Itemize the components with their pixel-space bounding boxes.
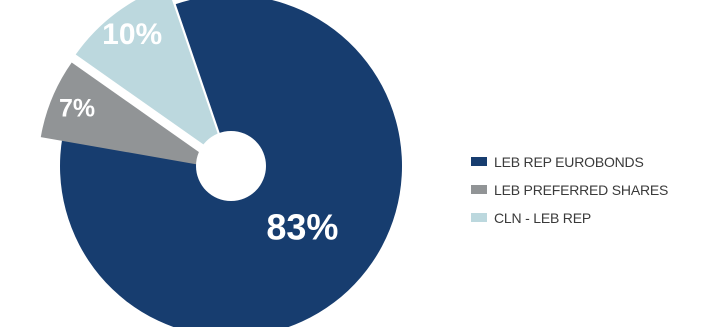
legend-item-cln-leb-rep: CLN - LEB REP xyxy=(471,209,668,226)
legend-label-cln-leb-rep: CLN - LEB REP xyxy=(494,209,591,226)
legend-label-leb-preferred-shares: LEB PREFERRED SHARES xyxy=(494,181,669,198)
legend-swatch-leb-rep-eurobonds xyxy=(471,157,487,166)
data-label-leb-preferred-shares: 7% xyxy=(59,94,95,122)
pie-slices xyxy=(40,0,402,327)
pie-slice-leb-preferred-shares xyxy=(40,62,223,169)
data-label-cln-leb-rep: 10% xyxy=(102,18,162,51)
legend-label-leb-rep-eurobonds: LEB REP EUROBONDS xyxy=(494,153,644,170)
legend-swatch-leb-preferred-shares xyxy=(471,185,487,194)
data-label-leb-rep-eurobonds: 83% xyxy=(266,207,338,248)
donut-hole xyxy=(196,131,266,201)
pie-slice-cln-leb-rep xyxy=(75,0,227,161)
legend-item-leb-rep-eurobonds: LEB REP EUROBONDS xyxy=(471,153,668,170)
legend-item-leb-preferred-shares: LEB PREFERRED SHARES xyxy=(471,181,669,198)
legend: LEB REP EUROBONDS LEB PREFERRED SHARES C… xyxy=(471,154,668,238)
legend-swatch-cln-leb-rep xyxy=(471,213,487,222)
pie-data-labels: 83% 7% 10% xyxy=(59,18,338,248)
